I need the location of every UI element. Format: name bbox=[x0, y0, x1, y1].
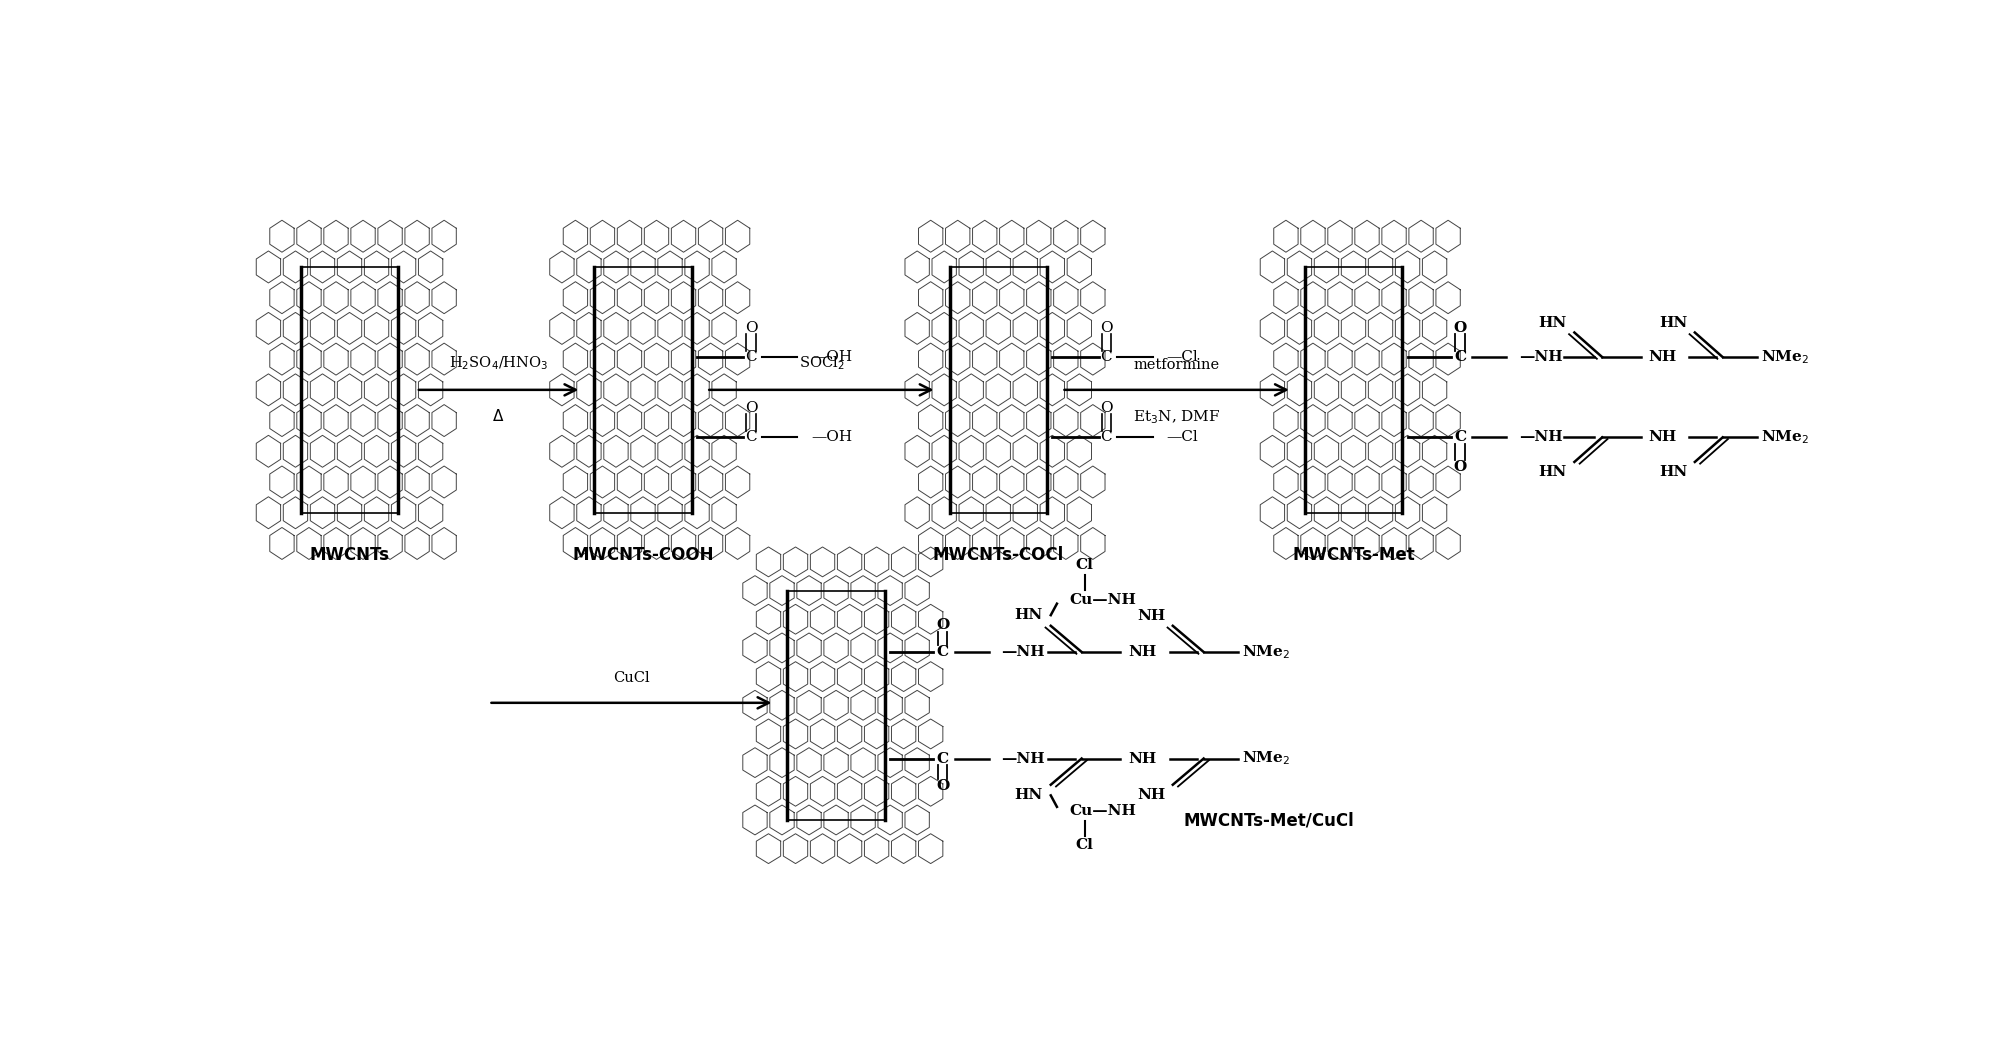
Text: O: O bbox=[1453, 460, 1467, 473]
Text: NH: NH bbox=[1128, 751, 1156, 765]
Bar bbox=[1299, 267, 1407, 513]
Text: C: C bbox=[1455, 350, 1467, 364]
Text: O: O bbox=[1100, 401, 1112, 415]
Text: HN: HN bbox=[1014, 609, 1042, 622]
Text: —OH: —OH bbox=[811, 350, 853, 364]
Text: Cu—NH: Cu—NH bbox=[1070, 804, 1136, 818]
Text: C: C bbox=[745, 350, 757, 364]
Text: —OH: —OH bbox=[811, 430, 853, 445]
Text: MWCNTs-COCl: MWCNTs-COCl bbox=[933, 546, 1064, 564]
Bar bbox=[945, 267, 1052, 513]
Text: MWCNTs: MWCNTs bbox=[309, 546, 389, 564]
Text: —Cl: —Cl bbox=[1166, 430, 1198, 445]
Text: O: O bbox=[1453, 320, 1467, 334]
Text: HN: HN bbox=[1658, 316, 1688, 330]
Text: C: C bbox=[1100, 430, 1112, 445]
Text: C: C bbox=[745, 430, 757, 445]
Text: NH: NH bbox=[1128, 645, 1156, 659]
Text: —NH: —NH bbox=[1000, 645, 1044, 659]
Text: CuCl: CuCl bbox=[614, 670, 650, 685]
Text: O: O bbox=[937, 779, 949, 793]
Text: O: O bbox=[745, 401, 757, 415]
Text: MWCNTs-Met: MWCNTs-Met bbox=[1291, 546, 1415, 564]
Text: NH: NH bbox=[1136, 609, 1166, 622]
Bar bbox=[781, 591, 891, 820]
Text: C: C bbox=[937, 645, 949, 659]
Text: NMe$_2$: NMe$_2$ bbox=[1242, 750, 1291, 767]
Text: NMe$_2$: NMe$_2$ bbox=[1762, 348, 1810, 366]
Text: $\Delta$: $\Delta$ bbox=[492, 408, 504, 423]
Text: SOCl$_2$: SOCl$_2$ bbox=[799, 354, 845, 371]
Text: O: O bbox=[937, 618, 949, 632]
Text: NH: NH bbox=[1648, 430, 1676, 445]
Text: Et$_3$N, DMF: Et$_3$N, DMF bbox=[1132, 408, 1220, 426]
Bar bbox=[295, 267, 403, 513]
Text: C: C bbox=[1100, 350, 1112, 364]
Text: O: O bbox=[745, 320, 757, 334]
Text: C: C bbox=[1455, 430, 1467, 445]
Text: HN: HN bbox=[1014, 788, 1042, 802]
Text: NMe$_2$: NMe$_2$ bbox=[1242, 643, 1291, 661]
Text: C: C bbox=[937, 751, 949, 765]
Text: NMe$_2$: NMe$_2$ bbox=[1762, 429, 1810, 446]
Text: HN: HN bbox=[1539, 316, 1566, 330]
Text: O: O bbox=[1100, 320, 1112, 334]
Text: —NH: —NH bbox=[1000, 751, 1044, 765]
Text: NH: NH bbox=[1136, 787, 1166, 801]
Text: —NH: —NH bbox=[1519, 430, 1563, 445]
Text: —Cl: —Cl bbox=[1166, 350, 1198, 364]
Text: metformine: metformine bbox=[1134, 358, 1220, 371]
Text: HN: HN bbox=[1658, 465, 1688, 479]
Text: NH: NH bbox=[1648, 350, 1676, 364]
Text: MWCNTs-Met/CuCl: MWCNTs-Met/CuCl bbox=[1184, 812, 1353, 830]
Text: MWCNTs-COOH: MWCNTs-COOH bbox=[572, 546, 713, 564]
Text: HN: HN bbox=[1539, 465, 1566, 479]
Text: Cl: Cl bbox=[1076, 559, 1094, 572]
Bar bbox=[590, 267, 698, 513]
Text: Cu—NH: Cu—NH bbox=[1070, 593, 1136, 606]
Text: Cl: Cl bbox=[1076, 838, 1094, 852]
Text: —NH: —NH bbox=[1519, 350, 1563, 364]
Text: H$_2$SO$_4$/HNO$_3$: H$_2$SO$_4$/HNO$_3$ bbox=[448, 354, 548, 371]
